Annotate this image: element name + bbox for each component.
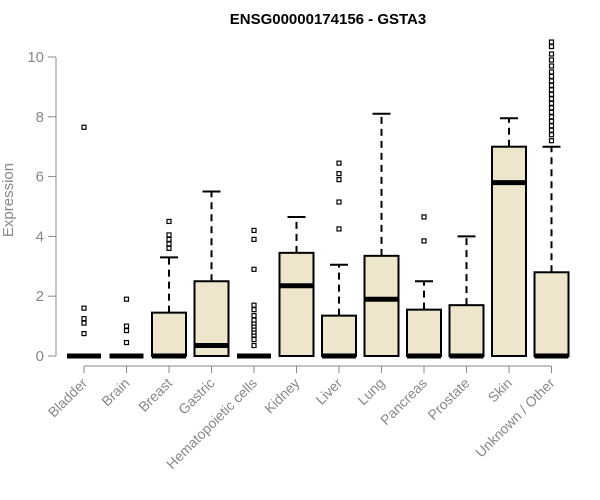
outlier-point [548,127,555,133]
box-kidney [278,215,315,357]
y-tick-label: 8 [36,109,44,126]
outlier-point [251,336,257,343]
outlier-point [548,109,555,115]
outlier-point [336,160,342,166]
x-tick-label: Brain [98,375,132,409]
box-rect [448,304,485,358]
outlier-point [548,43,555,50]
outlier-point [166,218,172,225]
outlier-point [548,39,555,45]
outlier-point [548,78,555,84]
x-tick-label: Prostate [424,375,472,423]
outlier-point [548,123,555,129]
box-lung [363,112,400,358]
x-tick-label: Pancreas [377,375,430,428]
box-rect [491,145,527,357]
x-tick-label: Lung [354,375,387,408]
y-tick-label: 4 [36,228,44,245]
box-pancreas [406,214,442,359]
y-axis: 0 2 4 6 8 10 [27,49,57,365]
box-breast [151,218,187,359]
outlier-point [548,69,555,75]
outlier-point [336,171,342,177]
outlier-point [421,238,427,244]
outlier-point [123,327,130,334]
outlier-point [548,57,555,63]
outlier-point [336,199,342,205]
outlier-point [548,105,555,111]
outlier-point [251,317,257,323]
x-tick-label: Bladder [45,375,91,421]
y-axis-label: Expression [0,163,17,237]
outlier-point [336,176,342,183]
x-tick-label: Kidney [261,375,303,417]
outlier-point [548,132,555,138]
box-rect [278,251,315,357]
box-prostate [448,235,485,359]
box-brain [109,296,144,359]
outlier-point [336,226,342,232]
box-rect [321,314,357,358]
box-rect [363,254,400,358]
outlier-point [548,63,555,69]
box-bladder [67,124,101,359]
outlier-point [548,87,555,93]
box-gastric [193,190,230,357]
outlier-point [123,323,130,329]
outlier-point [251,342,257,349]
x-tick-label: Liver [312,375,345,408]
outlier-point [251,266,257,272]
outlier-point [548,96,555,102]
outlier-point [81,320,87,326]
y-tick-label: 2 [36,288,44,305]
outlier-point [166,245,172,251]
outlier-point [548,100,555,106]
outlier-point [548,82,555,89]
outlier-point [166,236,172,242]
x-tick-label: Unknown / Other [472,375,558,461]
x-tick-label: Breast [135,375,175,415]
box-rect [533,271,570,357]
box-rect [151,311,187,357]
box-skin [491,117,527,357]
box-liver [321,160,357,359]
outlier-point [251,236,257,242]
outlier-point [251,227,257,234]
outlier-point [548,91,555,97]
outlier-point [421,214,427,220]
outlier-point [166,232,172,238]
outlier-point [548,138,555,144]
outlier-point [81,305,87,311]
boxes [67,39,570,359]
box-unknown-other [533,39,570,359]
outlier-point [81,330,87,337]
outlier-point [548,73,555,80]
outlier-point [81,316,87,322]
outlier-point [251,302,257,308]
outlier-point [123,296,130,302]
y-tick-label: 10 [27,49,44,66]
outlier-point [123,339,130,346]
outlier-point [548,118,555,124]
box-rect [406,308,442,357]
box-hematopoietic-cells [237,227,271,359]
chart-title: ENSG00000174156 - GSTA3 [230,11,427,28]
outlier-point [81,124,87,130]
outlier-point [251,307,257,313]
y-tick-label: 6 [36,169,44,186]
outlier-point [166,241,172,247]
x-tick-label: Skin [485,375,516,406]
outlier-point [548,51,555,57]
outlier-point [548,114,555,120]
y-tick-label: 0 [36,348,44,365]
outlier-point [251,313,257,319]
